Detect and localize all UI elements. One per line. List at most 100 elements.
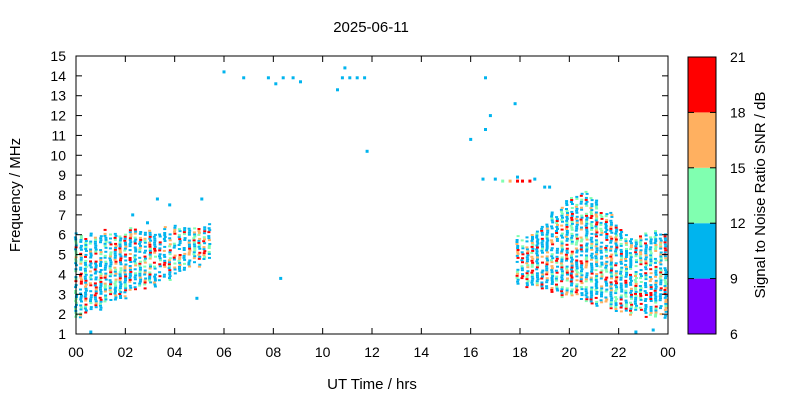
- cluster-point: [550, 273, 554, 276]
- cluster-point: [545, 267, 549, 270]
- cluster-point: [615, 282, 618, 285]
- cluster-point: [614, 272, 618, 275]
- cluster-point: [654, 299, 658, 302]
- cluster-point: [118, 243, 122, 246]
- cluster-point: [546, 259, 550, 262]
- cluster-point: [89, 300, 92, 303]
- cluster-point: [158, 265, 162, 268]
- cluster-point: [644, 272, 648, 275]
- cluster-point: [644, 246, 648, 249]
- colorbar-band: [688, 112, 716, 168]
- cluster-point: [143, 269, 147, 272]
- cluster-point: [614, 302, 618, 305]
- cluster-point: [574, 217, 578, 220]
- cluster-point: [565, 221, 569, 224]
- cluster-point: [654, 271, 658, 274]
- cluster-point: [152, 261, 156, 264]
- y-tick-label: 8: [58, 187, 66, 203]
- cluster-point: [123, 267, 127, 270]
- cluster-point: [570, 197, 573, 199]
- cluster-point: [594, 257, 598, 260]
- data-point: [543, 185, 547, 189]
- cluster-point: [609, 219, 613, 222]
- cluster-point: [119, 257, 123, 260]
- cluster-point: [595, 231, 599, 234]
- cluster-point: [129, 227, 133, 230]
- cluster-point: [644, 254, 648, 257]
- cluster-point: [99, 261, 103, 263]
- cluster-point: [649, 268, 653, 271]
- cluster-point: [635, 304, 638, 307]
- cluster-point: [545, 269, 549, 272]
- cluster-point: [575, 263, 579, 266]
- cluster-point: [659, 293, 663, 296]
- cluster-point: [560, 280, 564, 283]
- cluster-point: [134, 230, 138, 233]
- cluster-point: [531, 273, 534, 276]
- cluster-point: [610, 237, 614, 240]
- cluster-point: [104, 246, 108, 249]
- cluster-point: [659, 297, 662, 300]
- cluster-point: [633, 279, 637, 281]
- cluster-point: [619, 296, 623, 299]
- cluster-point: [525, 276, 529, 279]
- cluster-point: [163, 232, 167, 234]
- cluster-point: [84, 291, 87, 294]
- cluster-point: [575, 271, 579, 274]
- cluster-point: [550, 277, 554, 279]
- cluster-point: [649, 252, 653, 255]
- cluster-point: [589, 290, 593, 293]
- cluster-point: [569, 238, 573, 241]
- cluster-point: [600, 263, 604, 266]
- cluster-point: [609, 285, 613, 288]
- cluster-point: [84, 240, 88, 242]
- cluster-point: [590, 258, 593, 261]
- x-tick-label: 22: [611, 344, 627, 360]
- cluster-point: [133, 240, 137, 243]
- cluster-point: [580, 214, 584, 217]
- data-point: [222, 70, 226, 74]
- cluster-point: [659, 241, 663, 244]
- cluster-point: [609, 221, 613, 224]
- cluster-point: [128, 257, 132, 259]
- cluster-point: [634, 281, 638, 283]
- cluster-point: [113, 248, 117, 251]
- cluster-point: [579, 248, 583, 251]
- cluster-point: [629, 275, 633, 278]
- cluster-point: [610, 231, 614, 234]
- cluster-point: [75, 294, 79, 296]
- cluster-point: [649, 296, 653, 298]
- cluster-point: [129, 286, 133, 289]
- data-point: [634, 330, 638, 334]
- cluster-point: [590, 215, 594, 217]
- cluster-point: [84, 285, 87, 288]
- cluster-point: [545, 287, 549, 290]
- cluster-point: [109, 271, 113, 274]
- cluster-point: [639, 235, 642, 238]
- cluster-point: [585, 192, 589, 195]
- cluster-point: [144, 249, 147, 252]
- cluster-point: [619, 306, 623, 309]
- cluster-point: [599, 299, 603, 302]
- cluster-point: [93, 268, 97, 271]
- cluster-point: [93, 296, 97, 299]
- cluster-point: [148, 235, 152, 238]
- cluster-point: [89, 232, 93, 235]
- cluster-point: [619, 284, 623, 287]
- cluster-point: [663, 237, 667, 240]
- cluster-point: [585, 228, 589, 231]
- cluster-point: [515, 243, 519, 245]
- cluster-point: [649, 238, 653, 241]
- cluster-point: [158, 257, 162, 260]
- cluster-point: [560, 228, 564, 231]
- cluster-point: [187, 243, 191, 246]
- cluster-point: [620, 304, 624, 307]
- data-point: [484, 128, 487, 131]
- cluster-point: [134, 272, 137, 275]
- cluster-point: [119, 295, 122, 297]
- cluster-point: [124, 263, 128, 266]
- cluster-point: [649, 256, 653, 259]
- cluster-point: [520, 251, 524, 254]
- cluster-point: [600, 229, 604, 232]
- cluster-point: [555, 257, 559, 260]
